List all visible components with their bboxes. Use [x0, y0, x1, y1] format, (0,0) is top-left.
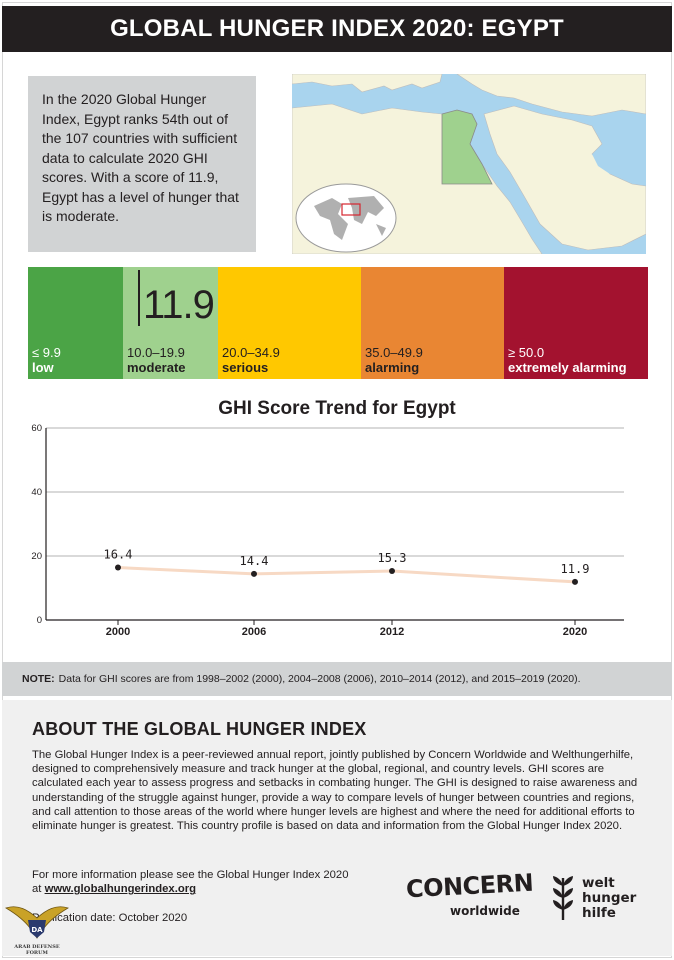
globe-inset	[295, 183, 397, 253]
more-info: For more information please see the Glob…	[32, 868, 349, 896]
page-title: GLOBAL HUNGER INDEX 2020: EGYPT	[2, 6, 672, 52]
x-tick-label: 2020	[563, 626, 587, 638]
data-point	[115, 564, 121, 571]
x-tick-label: 2006	[242, 626, 266, 638]
egypt-locator-map	[292, 74, 646, 254]
scale-segment-alarming: 35.0–49.9 alarming	[361, 267, 504, 379]
data-label: 11.9	[561, 562, 590, 576]
wheat-icon	[553, 876, 573, 920]
scale-segment-extremely-alarming: ≥ 50.0 extremely alarming	[504, 267, 648, 379]
segment-range: ≥ 50.0	[508, 345, 545, 360]
watermark-initials: DA	[31, 926, 43, 934]
data-point	[389, 568, 395, 575]
intro-text: In the 2020 Global Hunger Index, Egypt r…	[28, 76, 256, 252]
y-tick-label: 60	[31, 423, 42, 434]
concern-logo-sub: worldwide	[450, 904, 520, 918]
segment-range: 10.0–19.9	[127, 345, 185, 360]
y-tick-label: 20	[31, 551, 42, 562]
watermark-text: ARAB DEFENSE FORUM	[14, 944, 60, 956]
segment-level: extremely alarming	[508, 360, 627, 375]
about-body: The Global Hunger Index is a peer-review…	[32, 749, 638, 833]
data-label: 16.4	[104, 548, 133, 562]
score-marker	[138, 270, 140, 326]
concern-logo-word: CONCERN	[405, 868, 534, 904]
ghi-website-link[interactable]: www.globalhungerindex.org	[44, 883, 197, 896]
more-info-text: For more information please see the Glob…	[32, 869, 349, 881]
scale-segment-moderate: 11.9 10.0–19.9 moderate	[123, 267, 218, 379]
concern-worldwide-logo: CONCERN worldwide	[405, 869, 533, 922]
y-tick-label: 40	[31, 487, 42, 498]
data-label: 15.3	[378, 551, 407, 565]
welthungerhilfe-logo: welt hunger hilfe	[548, 874, 648, 924]
more-info-at: at	[32, 883, 42, 896]
data-label: 14.4	[240, 554, 269, 568]
segment-range: 20.0–34.9	[222, 345, 280, 360]
segment-level: moderate	[127, 360, 186, 375]
whh-line-1: welt	[582, 875, 615, 891]
publication-date: Publication date: October 2020	[32, 912, 188, 924]
score-value: 11.9	[143, 283, 215, 327]
note-label: NOTE:	[22, 673, 55, 685]
eagle-emblem-icon: DA	[5, 906, 69, 939]
data-point	[572, 578, 578, 585]
about-section: ABOUT THE GLOBAL HUNGER INDEX The Global…	[2, 700, 672, 956]
ghi-severity-scale: ≤ 9.9 low 11.9 10.0–19.9 moderate 20.0–3…	[28, 267, 648, 379]
segment-range: ≤ 9.9	[32, 345, 61, 360]
whh-line-3: hilfe	[582, 905, 616, 921]
segment-range: 35.0–49.9	[365, 345, 423, 360]
chart-title: GHI Score Trend for Egypt	[218, 398, 456, 419]
scale-segment-low: ≤ 9.9 low	[28, 267, 123, 379]
globe-highlight-box	[341, 203, 361, 216]
y-tick-label: 0	[37, 615, 42, 626]
segment-level: low	[32, 360, 54, 375]
ghi-trend-chart: 0 20 40 60 2000 2006 2012 2020 16.4 14.4 15.3 11.9	[31, 423, 624, 638]
whh-line-2: hunger	[582, 890, 637, 906]
series-line	[117, 566, 576, 584]
segment-level: alarming	[365, 360, 420, 375]
data-note: NOTE: Data for GHI scores are from 1998–…	[2, 662, 672, 696]
arab-defense-forum-watermark: DA ARAB DEFENSE FORUM	[4, 898, 70, 956]
scale-segment-serious: 20.0–34.9 serious	[218, 267, 361, 379]
x-tick-label: 2012	[380, 626, 404, 638]
data-point	[251, 570, 257, 577]
about-heading: ABOUT THE GLOBAL HUNGER INDEX	[32, 719, 367, 739]
note-text: Data for GHI scores are from 1998–2002 (…	[58, 673, 581, 685]
egypt-region	[441, 109, 493, 185]
segment-level: serious	[222, 360, 269, 375]
x-tick-label: 2000	[106, 626, 130, 638]
whh-logo-text: welt hunger hilfe	[582, 876, 636, 921]
